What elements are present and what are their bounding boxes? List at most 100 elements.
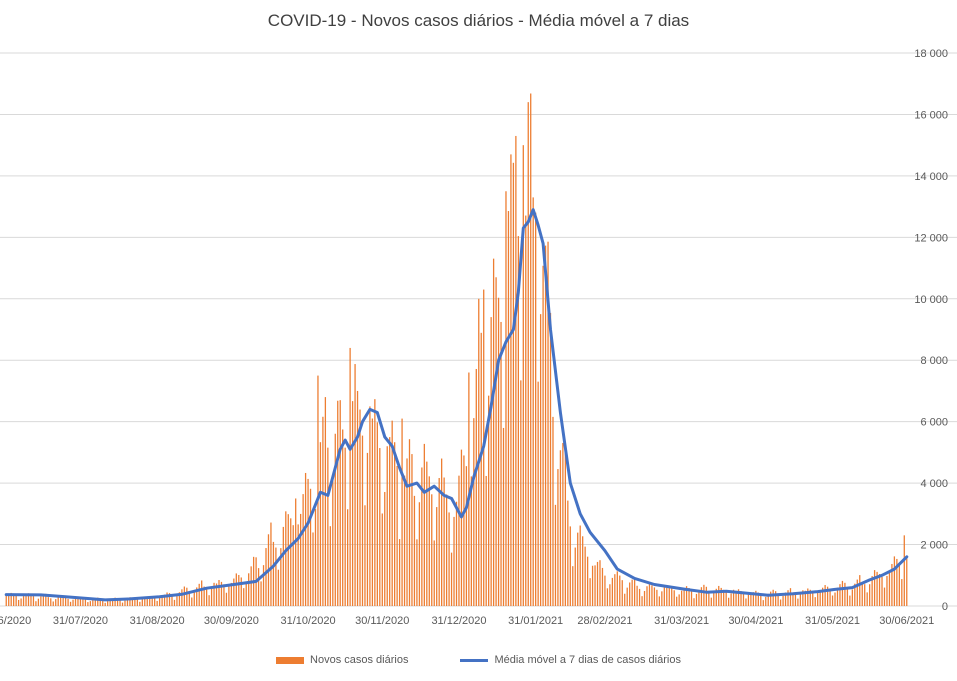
legend-item-bars[interactable]: Novos casos diários <box>276 654 408 666</box>
x-tick-label-9: 31/03/2021 <box>654 615 709 627</box>
bar-day-32 <box>84 599 87 606</box>
bar-day-95 <box>240 577 242 606</box>
bar-day-330 <box>822 587 824 606</box>
bar-day-145 <box>364 505 366 606</box>
bar-day-278 <box>693 598 695 606</box>
bar-day-242 <box>604 575 606 606</box>
bar-day-181 <box>453 516 455 606</box>
bar-day-105 <box>265 548 267 606</box>
x-tick-label-2: 31/08/2020 <box>130 615 185 627</box>
x-tick-label-8: 28/02/2021 <box>577 615 632 627</box>
bar-day-31 <box>82 598 84 606</box>
bar-day-163 <box>408 439 411 606</box>
bar-day-184 <box>460 449 463 606</box>
bar-day-319 <box>794 593 797 606</box>
bar-day-248 <box>619 575 621 606</box>
y-tick-label-2: 4 000 <box>920 478 948 490</box>
bar-day-76 <box>193 592 195 606</box>
bar-day-11 <box>32 596 35 606</box>
bar-day-280 <box>698 589 700 606</box>
bar-day-173 <box>433 540 435 606</box>
bar-day-126 <box>317 375 319 606</box>
bar-day-197 <box>492 258 495 606</box>
bar-day-40 <box>104 602 106 606</box>
bar-day-52 <box>134 598 136 606</box>
bar-day-222 <box>554 504 557 606</box>
bar-day-143 <box>359 409 361 606</box>
bar-day-123 <box>309 488 312 606</box>
bar-day-169 <box>423 443 425 606</box>
bar-day-176 <box>441 458 443 606</box>
bar-day-41 <box>107 601 109 606</box>
bar-day-16 <box>45 593 47 606</box>
bar-day-226 <box>564 443 566 606</box>
bar-day-229 <box>572 566 574 606</box>
bar-day-136 <box>342 429 344 606</box>
bar-day-235 <box>586 556 589 606</box>
bar-day-97 <box>245 582 247 606</box>
bar-day-91 <box>230 582 233 606</box>
bar-day-192 <box>480 332 482 606</box>
bar-day-22 <box>60 595 62 606</box>
bar-day-47 <box>121 602 124 606</box>
bar-day-269 <box>671 587 673 606</box>
bar-day-272 <box>678 594 680 606</box>
bar-day-81 <box>205 588 208 606</box>
bar-day-174 <box>436 507 438 606</box>
bar-day-338 <box>841 580 844 606</box>
bar-day-88 <box>223 584 225 606</box>
bar-day-221 <box>552 416 554 606</box>
bar-day-5 <box>17 599 20 606</box>
bar-day-189 <box>473 418 475 606</box>
x-tick-label-12: 30/06/2021 <box>879 615 934 627</box>
bar-day-119 <box>299 513 302 606</box>
legend: Novos casos diários Média móvel a 7 dias… <box>0 654 957 666</box>
bar-day-267 <box>666 587 668 606</box>
bar-day-299 <box>745 598 747 606</box>
bar-day-159 <box>398 539 401 606</box>
bar-day-165 <box>413 495 416 606</box>
bar-day-265 <box>661 591 663 606</box>
legend-item-line[interactable]: Média móvel a 7 dias de casos diários <box>460 654 681 666</box>
bar-day-67 <box>171 594 173 606</box>
bar-day-142 <box>356 390 359 606</box>
bar-day-73 <box>186 587 188 606</box>
bar-day-133 <box>334 433 336 606</box>
bar-day-37 <box>97 597 99 606</box>
bar-day-293 <box>730 593 732 606</box>
bar-day-212 <box>530 93 532 606</box>
bar-day-363 <box>903 535 905 606</box>
bar-day-264 <box>658 596 661 606</box>
bar-day-275 <box>685 586 688 606</box>
bar-day-290 <box>723 589 725 606</box>
bar-day-28 <box>74 597 77 606</box>
bar-day-19 <box>52 601 54 606</box>
bar-day-208 <box>520 380 522 606</box>
bar-day-259 <box>646 586 648 606</box>
bar-day-249 <box>621 580 623 606</box>
bar-day-361 <box>898 562 900 606</box>
bar-day-10 <box>30 594 32 606</box>
bar-day-215 <box>537 381 539 606</box>
bar-day-253 <box>631 579 633 606</box>
bar-day-336 <box>836 587 839 606</box>
bar-day-151 <box>379 448 381 606</box>
bar-day-71 <box>181 589 183 606</box>
bar-day-116 <box>292 525 294 606</box>
bar-day-111 <box>280 548 282 606</box>
bar-day-35 <box>92 599 94 606</box>
x-tick-label-10: 30/04/2021 <box>728 615 783 627</box>
bar-day-198 <box>495 277 497 606</box>
bar-day-56 <box>144 597 146 606</box>
bar-day-218 <box>544 245 547 606</box>
bar-day-194 <box>485 475 487 606</box>
bar-day-120 <box>302 494 304 606</box>
bar-day-357 <box>888 571 891 606</box>
bar-day-334 <box>831 595 834 606</box>
bar-day-358 <box>891 563 893 606</box>
bar-day-134 <box>337 400 339 606</box>
bar-day-315 <box>784 592 787 606</box>
bar-day-305 <box>760 594 762 606</box>
bar-day-239 <box>596 561 599 606</box>
bar-day-209 <box>522 145 524 606</box>
